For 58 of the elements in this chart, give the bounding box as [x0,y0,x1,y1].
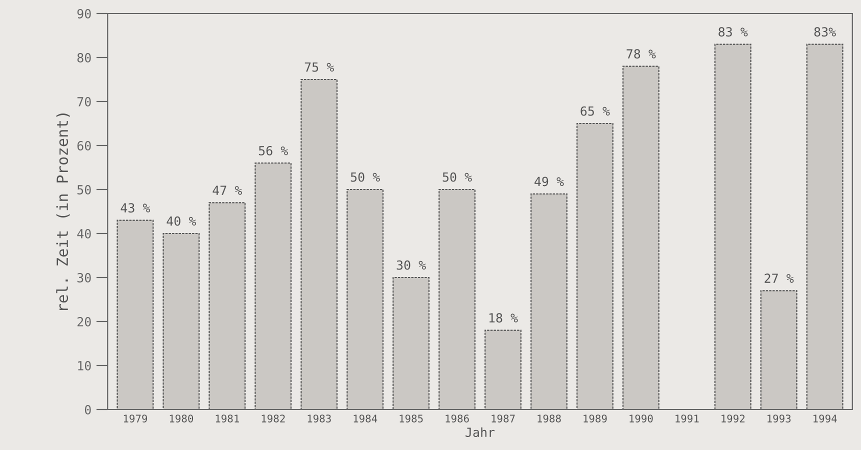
data-label: 83 % [718,27,748,37]
bar [576,122,614,410]
x-tick-label: 1994 [814,414,837,422]
bar [254,162,292,410]
bar [484,330,522,410]
data-label: 56 % [258,146,288,156]
bar [300,78,338,410]
x-tick-label: 1988 [538,414,561,422]
x-tick-label: 1987 [492,414,515,422]
y-tick-label: 0 [84,405,91,414]
y-tick-label: 30 [77,273,91,282]
bar [622,66,660,410]
bar [162,232,200,410]
x-tick-label: 1984 [354,414,378,422]
data-label: 18 % [489,313,518,323]
data-label: 50 % [350,172,380,182]
x-tick-label: 1993 [768,414,791,422]
data-label: 27 % [764,274,794,283]
x-tick-label: 1991 [676,414,699,422]
x-tick-label: 1979 [124,414,148,422]
x-tick-label: 1986 [446,414,469,422]
data-label: 43 % [120,203,150,213]
data-label: 30 % [396,260,426,270]
data-label: 50 % [442,172,472,182]
bar [392,276,430,410]
y-tick-label: 80 [77,53,91,62]
y-tick-label: 90 [77,9,91,18]
y-axis-title: rel. Zeit (in Prozent) [56,113,70,310]
y-tick-label: 60 [77,141,91,150]
bar [208,202,246,410]
x-axis-title: Jahr [466,427,495,438]
x-tick-label: 1985 [400,414,423,422]
data-label: 83% [814,27,836,37]
data-label: 78 % [626,49,656,59]
data-label: 49 % [534,176,564,186]
bar [438,188,476,410]
y-tick-label: 50 [77,185,91,194]
x-tick-label: 1992 [722,414,745,422]
bar [116,220,154,410]
bar [760,290,798,410]
x-tick-label: 1980 [170,414,194,422]
bar [346,188,384,410]
x-tick-label: 1983 [308,414,331,422]
bar [714,44,752,410]
y-tick-label: 20 [78,317,91,326]
data-label: 65 % [580,106,610,116]
data-label: 40 % [166,216,196,226]
bar [806,44,844,410]
x-tick-label: 1982 [262,414,285,422]
x-tick-label: 1981 [216,414,239,422]
bar [530,193,568,410]
data-label: 75 % [304,62,334,72]
y-tick-label: 70 [77,97,91,106]
x-tick-label: 1989 [584,414,607,422]
y-tick-label: 10 [78,361,91,370]
y-tick-label: 40 [77,229,91,238]
x-tick-label: 1990 [630,414,653,422]
data-label: 47 % [212,186,242,195]
